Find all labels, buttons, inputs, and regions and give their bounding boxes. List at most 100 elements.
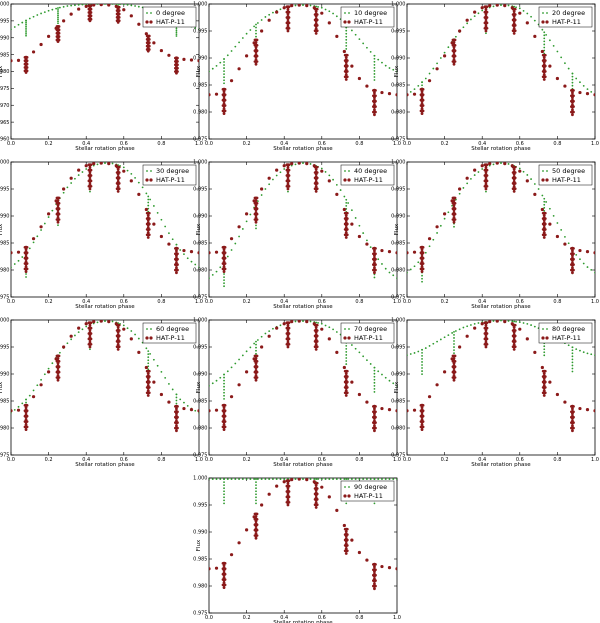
- model-point: [590, 353, 593, 356]
- model-point: [381, 263, 383, 265]
- observed-point: [365, 400, 369, 404]
- model-point: [388, 67, 391, 69]
- observed-transit-point: [483, 343, 487, 346]
- model-point: [567, 67, 570, 70]
- observed-transit-point: [255, 370, 259, 374]
- model-transit-point: [543, 203, 546, 206]
- y-tick-label: 0.995: [0, 19, 10, 25]
- observed-transit-point: [372, 584, 375, 588]
- observed-transit-point: [287, 501, 291, 504]
- observed-point: [290, 162, 294, 166]
- observed-transit-point: [145, 41, 149, 45]
- model-point: [238, 358, 240, 361]
- observed-point: [137, 192, 141, 196]
- model-transit-point: [147, 359, 150, 362]
- observed-transit-point: [221, 109, 225, 113]
- observed-transit-point: [541, 53, 545, 57]
- model-point: [500, 320, 502, 322]
- observed-transit-point: [286, 7, 290, 11]
- y-tick-label: 0.990: [391, 372, 405, 378]
- observed-point: [237, 67, 241, 71]
- observed-transit-point: [484, 187, 488, 191]
- y-tick-label: 0.990: [0, 35, 10, 41]
- x-tick-label: 0.4: [478, 141, 486, 147]
- observed-transit-point: [374, 584, 377, 588]
- observed-point: [182, 57, 186, 61]
- observed-transit-point: [346, 391, 349, 395]
- y-tick-label: 0.975: [0, 295, 10, 301]
- y-tick-label: 0.965: [0, 120, 10, 126]
- observed-transit-point: [315, 345, 319, 349]
- observed-transit-point: [174, 268, 177, 272]
- legend-observed-label: HAT-P-11: [552, 18, 581, 26]
- observed-transit-point: [544, 391, 547, 395]
- observed-transit-point: [453, 44, 457, 47]
- model-point: [260, 194, 263, 196]
- observed-transit-point: [421, 420, 425, 423]
- x-tick-label: 0.0: [205, 615, 213, 621]
- model-transit-point: [543, 34, 546, 37]
- y-axis-label: Flux: [196, 65, 202, 77]
- observed-transit-point: [485, 321, 489, 324]
- model-point: [392, 478, 395, 480]
- model-transit-point: [223, 282, 225, 285]
- model-transit-point: [373, 63, 376, 66]
- observed-transit-point: [116, 326, 120, 329]
- model-point: [413, 352, 416, 354]
- y-axis-label: Flux: [196, 381, 202, 393]
- model-point: [447, 334, 450, 337]
- model-transit-point: [453, 334, 455, 336]
- observed-transit-point: [315, 18, 319, 22]
- model-point: [51, 362, 54, 365]
- model-transit-point: [373, 391, 376, 393]
- model-transit-point: [223, 385, 225, 388]
- observed-point: [380, 90, 384, 95]
- observed-point: [267, 492, 271, 496]
- observed-transit-point: [372, 105, 375, 108]
- model-transit-point: [373, 384, 376, 387]
- observed-transit-point: [23, 262, 27, 265]
- observed-transit-point: [343, 549, 347, 553]
- observed-transit-point: [542, 231, 546, 235]
- y-tick-label: 1.000: [0, 2, 10, 8]
- model-transit-point: [175, 33, 178, 35]
- observed-point: [189, 250, 194, 254]
- observed-transit-point: [314, 27, 318, 30]
- observed-transit-point: [544, 75, 547, 79]
- observed-transit-point: [55, 31, 59, 35]
- observed-transit-point: [314, 326, 318, 329]
- observed-transit-point: [346, 538, 349, 542]
- observed-point: [69, 12, 73, 16]
- model-point: [473, 322, 476, 325]
- observed-transit-point: [484, 182, 488, 186]
- observed-transit-point: [313, 503, 317, 507]
- observed-transit-point: [223, 414, 227, 418]
- y-tick-label: 0.990: [193, 372, 207, 378]
- model-transit-point: [373, 60, 376, 63]
- observed-transit-point: [89, 4, 93, 7]
- model-point: [36, 14, 39, 16]
- legend-observed-marker: [343, 178, 347, 182]
- observed-transit-point: [485, 337, 489, 341]
- observed-point: [11, 59, 13, 63]
- legend-model-label: 0 degree: [156, 9, 185, 17]
- observed-transit-point: [89, 185, 93, 188]
- observed-transit-point: [117, 182, 121, 185]
- observed-point: [282, 322, 286, 326]
- observed-transit-point: [253, 360, 257, 363]
- observed-transit-point: [24, 423, 28, 427]
- model-point: [32, 389, 35, 392]
- model-transit-point: [315, 5, 318, 8]
- observed-point: [407, 251, 409, 255]
- x-tick-label: 0.6: [318, 457, 326, 463]
- plot-area: [407, 4, 595, 117]
- observed-transit-point: [25, 404, 29, 407]
- observed-transit-point: [344, 552, 348, 555]
- model-point: [260, 335, 263, 338]
- observed-transit-point: [544, 59, 547, 62]
- observed-transit-point: [148, 211, 151, 215]
- observed-transit-point: [287, 163, 291, 166]
- observed-transit-point: [570, 89, 573, 92]
- model-point: [40, 12, 42, 15]
- model-point: [28, 17, 31, 20]
